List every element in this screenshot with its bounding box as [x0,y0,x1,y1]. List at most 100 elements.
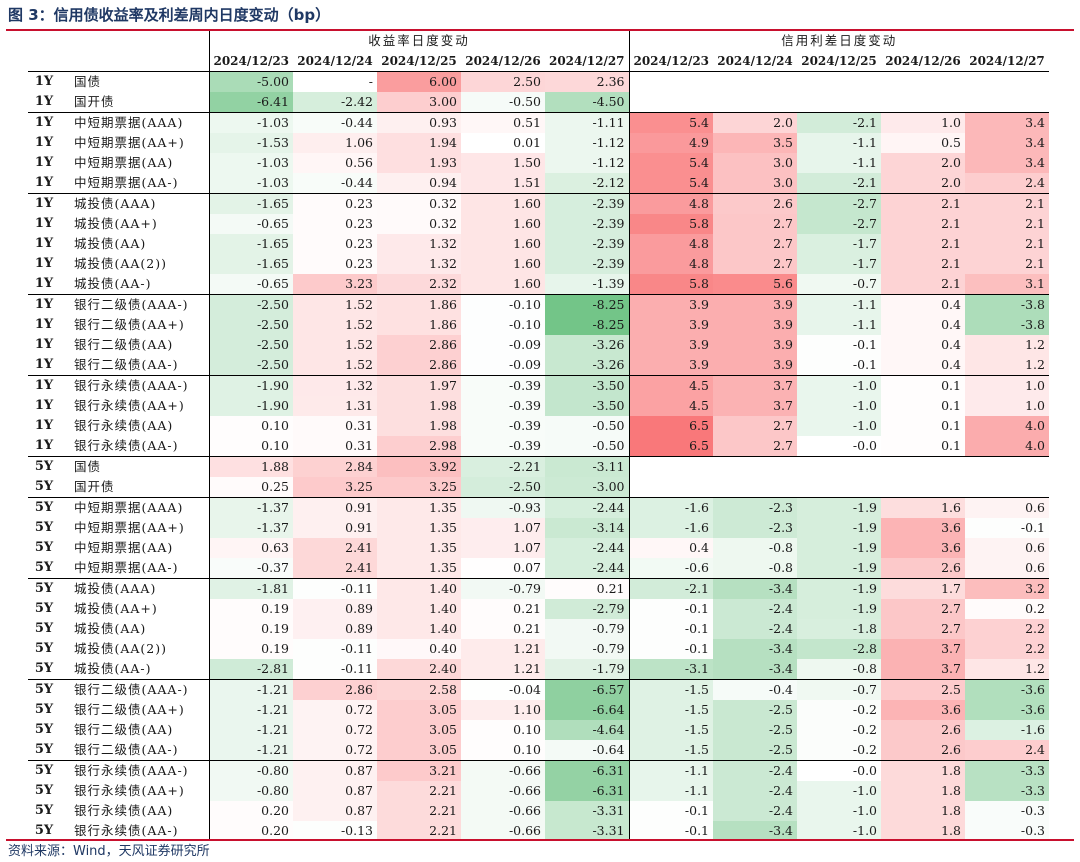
yield-change-cell: 2.58 [377,679,461,700]
spread-change-cell: 3.9 [713,315,797,335]
yield-change-cell: 0.72 [293,700,377,720]
yield-change-cell: -2.81 [208,659,293,680]
yield-change-cell: 0.31 [293,416,377,436]
spread-change-cell: 3.0 [713,153,797,173]
table-row: 1Y 银行二级债(AAA-) -2.50 1.52 1.86 -0.10 -8.25 3.9 3… [28,294,1049,315]
yield-change-cell: 1.52 [293,355,377,376]
spread-change-cell: -3.8 [965,294,1049,315]
yield-change-cell: 3.05 [377,720,461,740]
yield-change-cell: 0.20 [208,821,293,841]
tenor-cell: 1Y [34,236,54,251]
yield-change-cell: 0.63 [208,538,293,558]
spread-change-cell: -1.7 [797,254,881,274]
table-row: 5Y 城投债(AA+) 0.19 0.89 1.40 0.21 -2.79 -0.1 -2.4-… [28,599,1049,619]
bond-name-cell: 中短期票据(AA) [74,155,174,170]
yield-change-cell: 0.93 [377,112,461,133]
spread-change-cell: -1.5 [628,700,713,720]
spread-change-cell [965,456,1049,477]
yield-change-cell: -0.79 [545,619,629,639]
bond-name-cell: 银行二级债(AA) [74,722,174,737]
spread-change-cell: 2.1 [965,214,1049,234]
yield-change-cell: 2.41 [293,558,377,579]
tenor-cell: 1Y [34,175,54,190]
spread-change-cell: 5.4 [628,112,713,133]
spread-change-cell: 1.0 [965,375,1049,396]
yield-change-cell: 0.25 [208,477,293,498]
spread-change-cell: -2.4 [713,781,797,801]
yield-change-cell: -0.37 [208,558,293,579]
yield-change-cell: 0.23 [293,234,377,254]
spread-change-cell: -0.6 [628,558,713,579]
yield-change-cell: -1.21 [208,740,293,761]
yield-change-cell: -0.50 [461,92,545,113]
spread-change-cell: 2.4 [965,173,1049,194]
spread-change-cell: -2.4 [713,760,797,781]
tenor-cell: 5Y [28,456,68,477]
yield-change-cell: 0.89 [293,599,377,619]
yield-change-cell: 0.87 [293,781,377,801]
spread-change-cell: -0.2 [797,740,881,761]
spread-change-cell: -1.9 [797,497,881,518]
yield-change-cell: 3.92 [377,456,461,477]
yield-change-cell: 0.87 [293,801,377,821]
spread-change-cell: 3.4 [965,112,1049,133]
yield-change-cell: 2.50 [461,71,545,92]
tenor-cell: 1Y [34,216,54,231]
spread-change-cell: -1.9 [797,538,881,558]
bond-name-cell: 银行永续债(AA-) [74,438,179,453]
spread-change-cell [628,456,713,477]
yield-change-cell: 3.25 [293,477,377,498]
spread-change-cell: -2.7 [797,193,881,214]
bond-name-cell: 银行永续债(AAA-) [68,760,209,781]
yield-change-cell: 2.36 [545,71,629,92]
spread-change-cell: 5.4 [628,173,713,194]
bond-name-cell: 银行二级债(AAA-) [68,679,209,700]
bond-name-cell: 城投债(AAA) [68,193,209,214]
yield-change-cell: -2.44 [545,558,629,579]
yield-change-cell: -0.64 [545,740,629,761]
bond-name-cell: 银行二级债(AA+) [74,702,185,717]
spread-change-cell: 1.2 [965,335,1049,355]
table-row: 5Y 国债 1.88 2.84 3.92 -2.21 -3.11 [28,456,1049,477]
spread-change-cell: 1.0 [965,396,1049,416]
yield-change-cell: 0.19 [208,639,293,659]
date-header-row: 2024/12/23 2024/12/24 2024/12/25 2024/12… [28,51,1049,72]
yield-change-cell: -1.12 [545,153,629,173]
spread-change-cell: 3.7 [713,396,797,416]
spread-change-cell: 1.2 [965,355,1049,376]
bond-name-cell: 城投债(AA+) [74,601,158,616]
bond-name-cell: 银行二级债(AA-) [74,357,179,372]
spread-change-cell: -1.1 [628,760,713,781]
bond-name-cell: 中短期票据(AAA) [68,112,209,133]
yield-change-cell: 0.32 [377,214,461,234]
spread-change-cell: -0.1 [628,599,713,619]
table-row: 5Y 城投债(AA) 0.19 0.89 1.40 0.21 -0.79 -0.1 -2.4 -1… [28,619,1049,639]
tenor-cell: 5Y [28,679,68,700]
yield-change-cell: 1.94 [377,133,461,153]
tenor-cell: 1Y [34,256,54,271]
spread-change-cell: 4.8 [628,254,713,274]
bond-name-cell: 中短期票据(AA) [74,540,174,555]
bond-name-cell: 城投债(AA(2)) [74,641,168,656]
spread-change-cell: -2.4 [713,801,797,821]
spread-change-cell [965,71,1049,92]
yield-change-cell: 1.60 [461,234,545,254]
table-row: 1Y 银行永续债(AA-) 0.10 0.31 2.98 -0.39 -0.50 6.5 2.7… [28,436,1049,457]
yield-change-cell: -0.39 [461,396,545,416]
yield-change-cell: -1.21 [208,720,293,740]
yield-change-cell: 0.21 [545,578,629,599]
yield-change-cell: 3.25 [377,477,461,498]
tenor-cell: 1Y [34,357,54,372]
spread-change-cell: 3.7 [881,659,965,680]
spread-change-cell: -2.3 [713,497,797,518]
yield-change-cell: -1.81 [208,578,293,599]
yield-change-cell: 0.51 [461,112,545,133]
yield-change-cell: -0.79 [461,578,545,599]
yield-change-cell: -1.65 [208,234,293,254]
yield-change-cell: 0.40 [377,639,461,659]
yield-change-cell: 0.10 [208,436,293,457]
spread-change-cell: 2.7 [713,254,797,274]
yield-change-cell: 0.56 [293,153,377,173]
tenor-cell: 1Y [34,94,54,109]
spread-change-cell: 4.0 [965,436,1049,457]
